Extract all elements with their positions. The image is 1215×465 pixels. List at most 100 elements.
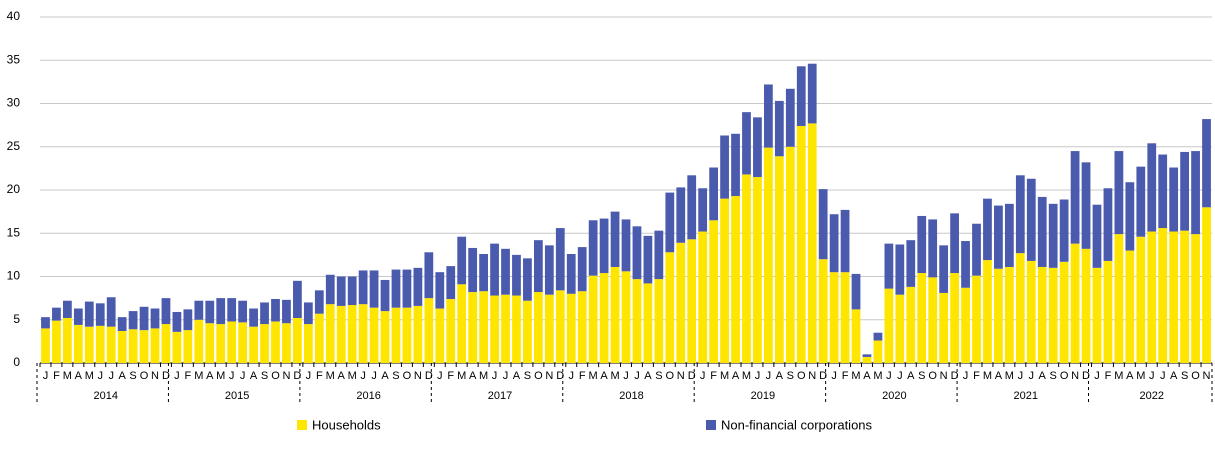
bar-segment (610, 211, 620, 267)
x-tick-label: O (271, 370, 280, 382)
bar-segment (1059, 199, 1069, 262)
x-tick-label: F (1105, 370, 1112, 382)
x-tick-label: O (534, 370, 543, 382)
x-tick-label: S (261, 370, 268, 382)
x-tick-label: J (306, 370, 312, 382)
year-label: 2021 (1014, 390, 1038, 402)
bar-segment (1180, 151, 1189, 231)
x-tick-label: A (1039, 370, 1047, 382)
x-tick-label: N (1071, 370, 1079, 382)
bar-segment (720, 135, 729, 199)
bar-segment (161, 298, 171, 325)
x-tick-label: S (655, 370, 662, 382)
bar-segment (994, 205, 1003, 269)
x-tick-label: J (568, 370, 574, 382)
bar-segment (402, 269, 412, 308)
x-tick-label: D (425, 370, 433, 382)
x-tick-label: M (610, 370, 619, 382)
bar-segment (676, 242, 686, 363)
bar-segment (840, 272, 850, 363)
x-tick-label: N (940, 370, 948, 382)
year-label: 2019 (751, 390, 775, 402)
bar-segment (939, 292, 949, 363)
bar-segment (84, 301, 94, 327)
x-tick-label: O (403, 370, 412, 382)
x-tick-label: A (75, 370, 83, 382)
bar-segment (95, 325, 105, 363)
bar-segment (490, 243, 499, 296)
bar-segment (63, 318, 72, 363)
bar-segment (1092, 267, 1102, 363)
bar-segment (1147, 231, 1157, 363)
bar-segment (533, 292, 543, 363)
bar-segment (63, 300, 72, 319)
bar-segment (566, 254, 576, 294)
bar-segment (271, 298, 280, 322)
bar-segment (490, 295, 499, 363)
x-tick-label: M (1136, 370, 1145, 382)
bar-segment (128, 329, 138, 363)
x-tick-label: J (766, 370, 772, 382)
bar-segment (599, 273, 609, 363)
bar-segment (457, 284, 467, 363)
x-tick-label: M (348, 370, 357, 382)
bar-segment (785, 88, 795, 147)
x-tick-label: J (623, 370, 629, 382)
bar-segment (1059, 261, 1069, 363)
bar-segment (1202, 207, 1211, 363)
bar-segment (895, 244, 905, 295)
bar-segment (774, 156, 784, 363)
x-tick-label: M (85, 370, 94, 382)
y-tick-label: 0 (13, 355, 20, 369)
bar-segment (1158, 154, 1168, 229)
x-tick-label: N (677, 370, 685, 382)
bar-segment (939, 245, 949, 293)
bar-segment (764, 147, 773, 363)
bar-segment (676, 187, 686, 243)
bar-segment (194, 300, 204, 320)
x-tick-label: N (151, 370, 159, 382)
bar-segment (106, 326, 116, 363)
bar-segment (205, 300, 215, 324)
bar-segment (271, 321, 280, 363)
bar-segment (1191, 234, 1200, 363)
bar-segment (150, 308, 160, 329)
bar-segment (380, 279, 390, 312)
bar-segment (687, 239, 697, 363)
x-tick-label: A (206, 370, 214, 382)
bar-segment (753, 177, 762, 363)
bar-segment (1026, 260, 1036, 363)
x-tick-label: J (1094, 370, 1100, 382)
bar-segment (785, 146, 795, 363)
x-tick-label: A (600, 370, 608, 382)
y-tick-label: 15 (7, 225, 21, 239)
bar-segment (413, 305, 423, 363)
bar-segment (1147, 143, 1157, 232)
bar-segment (753, 117, 762, 178)
x-tick-label: O (140, 370, 149, 382)
bar-segment (906, 286, 916, 363)
bar-segment (358, 270, 368, 305)
x-tick-label: A (907, 370, 915, 382)
x-tick-label: J (831, 370, 837, 382)
bar-segment (796, 66, 806, 126)
x-tick-label: D (688, 370, 696, 382)
bar-segment (84, 326, 94, 363)
bar-segment (1037, 266, 1047, 363)
bar-segment (818, 259, 828, 363)
bar-segment (139, 330, 149, 363)
x-tick-label: J (897, 370, 903, 382)
bar-segment (972, 223, 981, 276)
y-tick-label: 10 (7, 269, 21, 283)
x-tick-label: D (162, 370, 170, 382)
x-tick-label: M (326, 370, 335, 382)
bar-segment (742, 112, 751, 175)
bar-segment (468, 247, 478, 293)
bar-segment (774, 100, 784, 157)
x-tick-label: J (437, 370, 443, 382)
x-tick-label: A (863, 370, 871, 382)
x-tick-label: D (293, 370, 301, 382)
bar-segment (862, 356, 872, 363)
x-tick-label: J (1018, 370, 1024, 382)
bar-segment (731, 196, 740, 363)
